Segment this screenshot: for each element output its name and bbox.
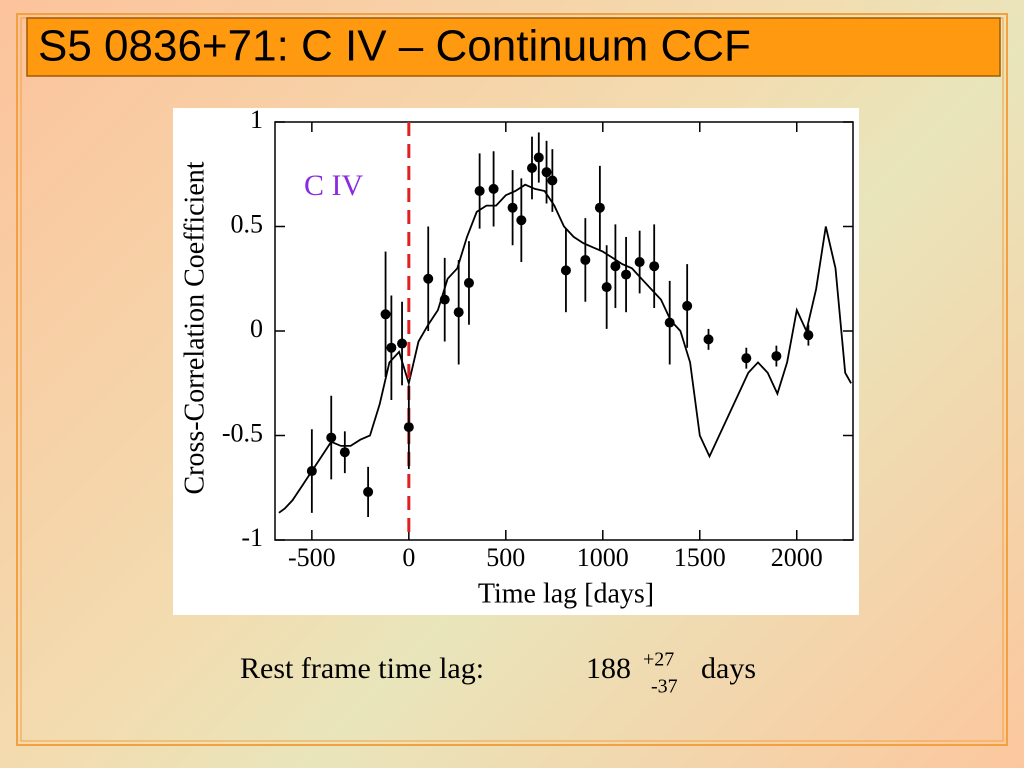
y-tick-label: 0.5 (231, 209, 264, 238)
slide-border (16, 13, 1008, 746)
data-point (703, 334, 714, 345)
chart-panel (173, 108, 859, 615)
x-tick-label: 2000 (771, 543, 823, 572)
caption-upper: +27 (643, 649, 674, 671)
data-point (741, 353, 752, 364)
slide-title: S5 0836+71: C IV – Continuum CCF (38, 22, 751, 71)
data-point (326, 432, 337, 443)
caption-unit: days (701, 652, 756, 685)
y-tick-label: -1 (241, 523, 263, 552)
x-tick-label: 0 (402, 543, 415, 572)
caption-value: 188 (586, 652, 631, 685)
plot: -500 0 500 1000 1500 2000 -1 -0.5 0 0.5 1 (222, 105, 854, 572)
data-point (423, 273, 434, 284)
x-tick-label: 1500 (674, 543, 726, 572)
data-point (621, 269, 632, 280)
data-point (526, 162, 537, 173)
data-point (541, 167, 552, 178)
x-tick-label: -500 (288, 543, 336, 572)
caption-text: Rest frame time lag: (240, 652, 484, 685)
data-point (580, 254, 591, 265)
ccf-curve (278, 183, 852, 514)
data-point (594, 202, 605, 213)
caption-lower: -37 (651, 676, 678, 698)
data-point (771, 351, 782, 362)
data-point (610, 261, 621, 272)
data-point (547, 175, 558, 186)
data-point (488, 183, 499, 194)
caption: Rest frame time lag: 188 +27 -37 days (240, 649, 756, 698)
data-point (339, 447, 350, 458)
x-tick-label: 500 (486, 543, 525, 572)
data-point (634, 257, 645, 268)
data-point (306, 466, 317, 477)
data-point (664, 317, 675, 328)
data-point (363, 486, 374, 497)
title-bar (26, 17, 1001, 77)
y-axis-title: Cross-Correlation Coefficient (179, 161, 210, 494)
annotation: C IV (304, 169, 364, 202)
y-tick-label: -0.5 (222, 418, 263, 447)
y-tick-label: 1 (250, 105, 263, 134)
data-point (380, 309, 391, 320)
x-axis-title: Time lag [days] (478, 578, 654, 609)
data-point (601, 282, 612, 293)
data-point (507, 202, 518, 213)
data-point (560, 265, 571, 276)
x-tick-label: 1000 (577, 543, 629, 572)
data-point (403, 422, 414, 433)
data-point (682, 300, 693, 311)
data-point (803, 330, 814, 341)
data-point (533, 152, 544, 163)
data-point (463, 277, 474, 288)
y-tick-label: 0 (250, 314, 263, 343)
data-point (474, 185, 485, 196)
data-point (386, 342, 397, 353)
data-point (516, 215, 527, 226)
data-point (453, 307, 464, 318)
data-point (439, 294, 450, 305)
data-point (649, 261, 660, 272)
data-point (397, 338, 408, 349)
